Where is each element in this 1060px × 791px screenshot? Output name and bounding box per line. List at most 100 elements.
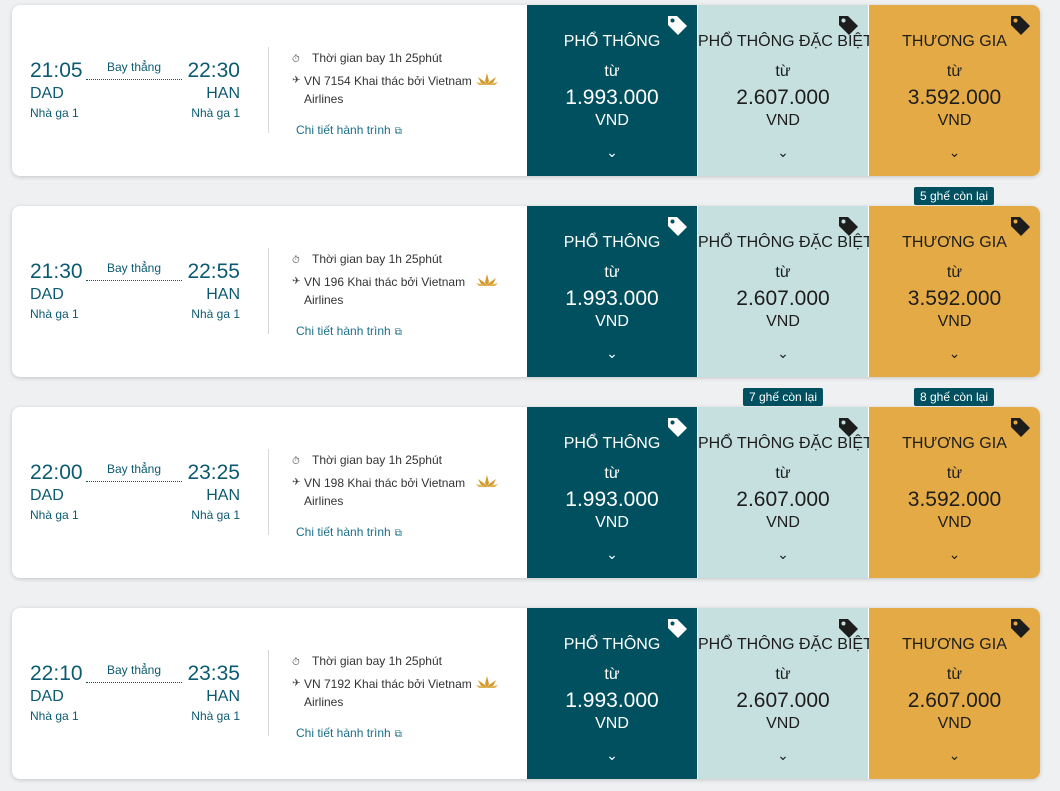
stopwatch-icon: ⏱ — [292, 54, 300, 65]
fare-price: 1.993.000 — [565, 287, 659, 310]
arrival-airport: HAN — [206, 286, 240, 303]
fare-business[interactable]: THƯƠNG GIA từ 3.592.000 VND ⌄ — [869, 407, 1040, 578]
stopwatch-icon: ⏱ — [292, 657, 300, 668]
fare-economy[interactable]: PHỔ THÔNG từ 1.993.000 VND ⌄ — [527, 206, 697, 377]
fare-business[interactable]: THƯƠNG GIA từ 3.592.000 VND ⌄ — [869, 5, 1040, 176]
fare-business[interactable]: THƯƠNG GIA từ 3.592.000 VND ⌄ — [869, 206, 1040, 377]
chevron-down-icon[interactable]: ⌄ — [606, 546, 618, 562]
itinerary-details-link[interactable]: Chi tiết hành trình ⧉ — [296, 324, 402, 338]
tag-icon — [839, 418, 858, 437]
tag-icon — [668, 418, 687, 437]
lotus-logo — [476, 274, 498, 286]
chevron-down-icon[interactable]: ⌄ — [777, 345, 789, 361]
itinerary-details-link[interactable]: Chi tiết hành trình ⧉ — [296, 726, 402, 740]
fare-name: PHỔ THÔNG ĐẶC BIỆT — [698, 33, 873, 50]
currency-label: VND — [595, 514, 629, 531]
flight-operator-text: VN 7154 Khai thác bởi Vietnam Airlines — [304, 74, 472, 106]
flight-info: ⏱ Thời gian bay 1h 25phút ✈ VN 7154 Khai … — [292, 5, 512, 176]
from-label: từ — [775, 666, 791, 683]
fare-business[interactable]: THƯƠNG GIA từ 2.607.000 VND ⌄ — [869, 608, 1040, 779]
external-link-icon: ⧉ — [394, 126, 402, 137]
flight-info: ⏱ Thời gian bay 1h 25phút ✈ VN 196 Khai t… — [292, 206, 512, 377]
from-label: từ — [946, 465, 963, 482]
seats-left-badge-premium: 7 ghế còn lại — [742, 388, 824, 406]
route-line — [86, 79, 182, 80]
fare-premium-economy[interactable]: PHỔ THÔNG ĐẶC BIỆT từ 2.607.000 VND ⌄ — [698, 608, 873, 779]
chevron-down-icon[interactable]: ⌄ — [948, 747, 961, 763]
direct-flight-label: Bay thẳng — [106, 462, 162, 476]
chevron-down-icon[interactable]: ⌄ — [777, 747, 789, 763]
flight-times: 21:30 Bay thẳng 22:55 DAD HAN Nhà ga 1 N… — [30, 206, 240, 377]
from-label: từ — [946, 666, 963, 683]
departure-airport: DAD — [30, 85, 64, 102]
details-label: Chi tiết hành trình — [296, 123, 391, 137]
fare-premium-economy[interactable]: PHỔ THÔNG ĐẶC BIỆT từ 2.607.000 VND ⌄ — [698, 206, 873, 377]
fare-price: 1.993.000 — [565, 488, 659, 511]
flight-card: 22:10 Bay thẳng 23:35 DAD HAN Nhà ga 1 N… — [12, 608, 1040, 779]
external-link-icon: ⧉ — [394, 327, 402, 338]
fare-premium-economy[interactable]: PHỔ THÔNG ĐẶC BIỆT từ 2.607.000 VND ⌄ — [698, 407, 873, 578]
tag-icon — [668, 16, 687, 35]
plane-icon: ✈ — [292, 75, 301, 86]
currency-label: VND — [937, 514, 972, 531]
flight-card: 21:05 Bay thẳng 22:30 DAD HAN Nhà ga 1 N… — [12, 5, 1040, 176]
chevron-down-icon[interactable]: ⌄ — [948, 144, 961, 160]
fare-price: 2.607.000 — [736, 689, 830, 712]
departure-terminal: Nhà ga 1 — [30, 508, 79, 522]
currency-label: VND — [937, 313, 972, 330]
currency-label: VND — [595, 313, 629, 330]
currency-label: VND — [937, 112, 972, 129]
stopwatch-icon: ⏱ — [292, 255, 300, 266]
flight-number-row: ✈ VN 7154 Khai thác bởi Vietnam Airlines — [292, 72, 472, 108]
currency-label: VND — [766, 715, 800, 732]
departure-time: 21:30 — [30, 260, 83, 283]
tag-icon — [668, 619, 687, 638]
departure-time: 22:00 — [30, 461, 83, 484]
flight-info: ⏱ Thời gian bay 1h 25phút ✈ VN 7192 Khai … — [292, 608, 512, 779]
from-label: từ — [946, 63, 963, 80]
currency-label: VND — [937, 715, 972, 732]
arrival-terminal: Nhà ga 1 — [191, 307, 240, 321]
departure-airport: DAD — [30, 688, 64, 705]
from-label: từ — [946, 264, 963, 281]
chevron-down-icon[interactable]: ⌄ — [606, 747, 618, 763]
currency-label: VND — [595, 112, 629, 129]
fare-price: 3.592.000 — [907, 488, 1002, 511]
arrival-time: 23:25 — [187, 461, 240, 484]
chevron-down-icon[interactable]: ⌄ — [948, 345, 961, 361]
itinerary-details-link[interactable]: Chi tiết hành trình ⧉ — [296, 123, 402, 137]
fare-price: 2.607.000 — [736, 86, 830, 109]
flight-times: 21:05 Bay thẳng 22:30 DAD HAN Nhà ga 1 N… — [30, 5, 240, 176]
lotus-logo — [476, 676, 498, 688]
chevron-down-icon[interactable]: ⌄ — [777, 144, 789, 160]
from-label: từ — [604, 666, 620, 683]
fare-economy[interactable]: PHỔ THÔNG từ 1.993.000 VND ⌄ — [527, 608, 697, 779]
tag-icon — [839, 217, 858, 236]
arrival-time: 23:35 — [187, 662, 240, 685]
fare-price: 3.592.000 — [907, 86, 1002, 109]
tag-icon — [839, 619, 858, 638]
flight-number-row: ✈ VN 198 Khai thác bởi Vietnam Airlines — [292, 474, 472, 510]
chevron-down-icon[interactable]: ⌄ — [606, 345, 618, 361]
currency-label: VND — [766, 112, 800, 129]
fare-economy[interactable]: PHỔ THÔNG từ 1.993.000 VND ⌄ — [527, 5, 697, 176]
from-label: từ — [775, 264, 791, 281]
itinerary-details-link[interactable]: Chi tiết hành trình ⧉ — [296, 525, 402, 539]
from-label: từ — [604, 264, 620, 281]
chevron-down-icon[interactable]: ⌄ — [606, 144, 618, 160]
fare-economy[interactable]: PHỔ THÔNG từ 1.993.000 VND ⌄ — [527, 407, 697, 578]
details-label: Chi tiết hành trình — [296, 324, 391, 338]
chevron-down-icon[interactable]: ⌄ — [948, 546, 961, 562]
flight-operator-text: VN 196 Khai thác bởi Vietnam Airlines — [304, 275, 466, 307]
fare-price: 2.607.000 — [907, 689, 1002, 712]
chevron-down-icon[interactable]: ⌄ — [777, 546, 789, 562]
duration-row: ⏱ Thời gian bay 1h 25phút — [292, 453, 442, 467]
fare-name: PHỔ THÔNG — [563, 435, 661, 452]
duration-text: Thời gian bay 1h 25phút — [312, 51, 442, 65]
fare-name: PHỔ THÔNG — [563, 234, 661, 251]
route-line — [86, 481, 182, 482]
direct-flight-label: Bay thẳng — [106, 60, 162, 74]
tag-icon — [668, 217, 687, 236]
fare-premium-economy[interactable]: PHỔ THÔNG ĐẶC BIỆT từ 2.607.000 VND ⌄ — [698, 5, 873, 176]
stopwatch-icon: ⏱ — [292, 456, 300, 467]
